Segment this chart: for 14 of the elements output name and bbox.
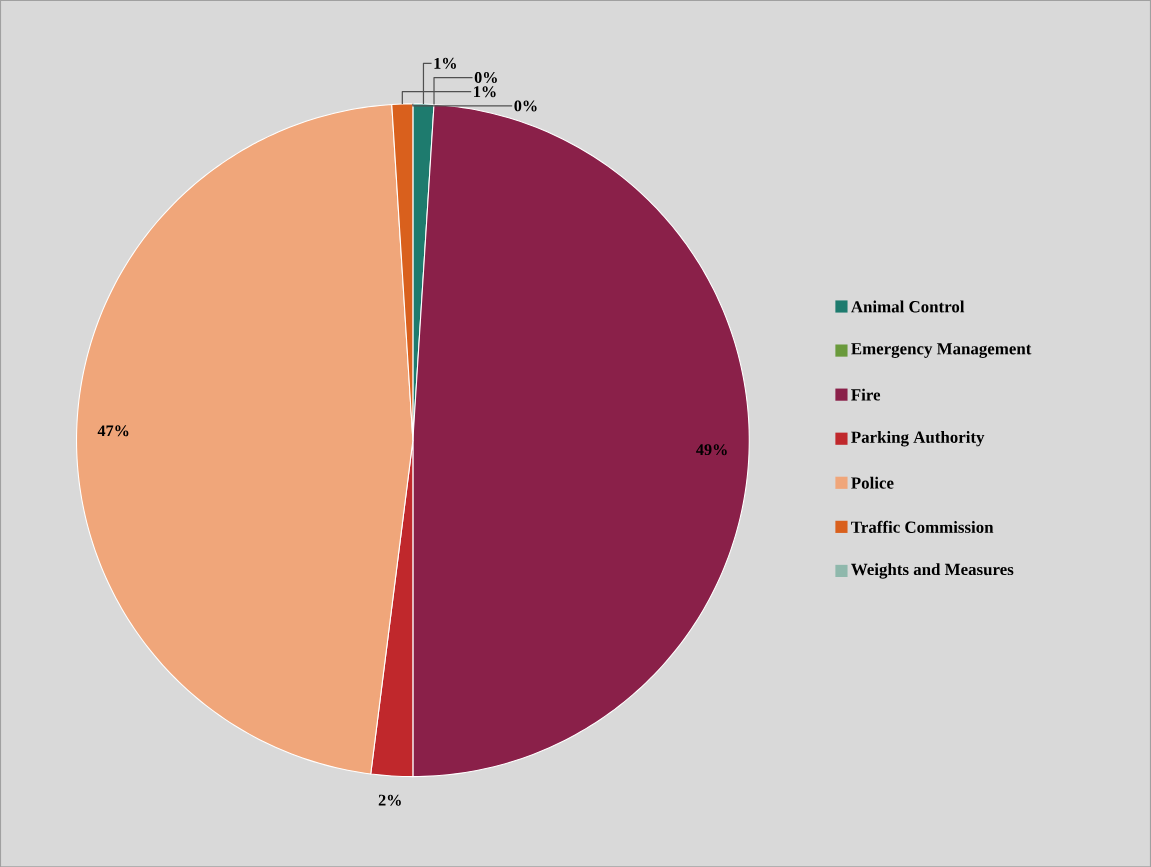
legend-label: Fire [851, 388, 881, 401]
text: 0% [474, 71, 497, 83]
legend-label: Traffic Commission [851, 520, 994, 533]
legend-label: Animal Control [851, 300, 965, 313]
data-label: 49% [696, 443, 727, 455]
data-label: 1% [474, 86, 496, 98]
data-label: 1% [434, 57, 456, 69]
legend-label: Parking Authority [851, 430, 985, 447]
legend-label: Emergency Management [851, 343, 1032, 358]
legend-label: Police [851, 476, 894, 489]
legend-label: Weights and Measures [851, 563, 1014, 579]
text: 0% [514, 100, 537, 112]
data-label: 47% [97, 425, 129, 437]
data-label: 2% [378, 794, 401, 806]
